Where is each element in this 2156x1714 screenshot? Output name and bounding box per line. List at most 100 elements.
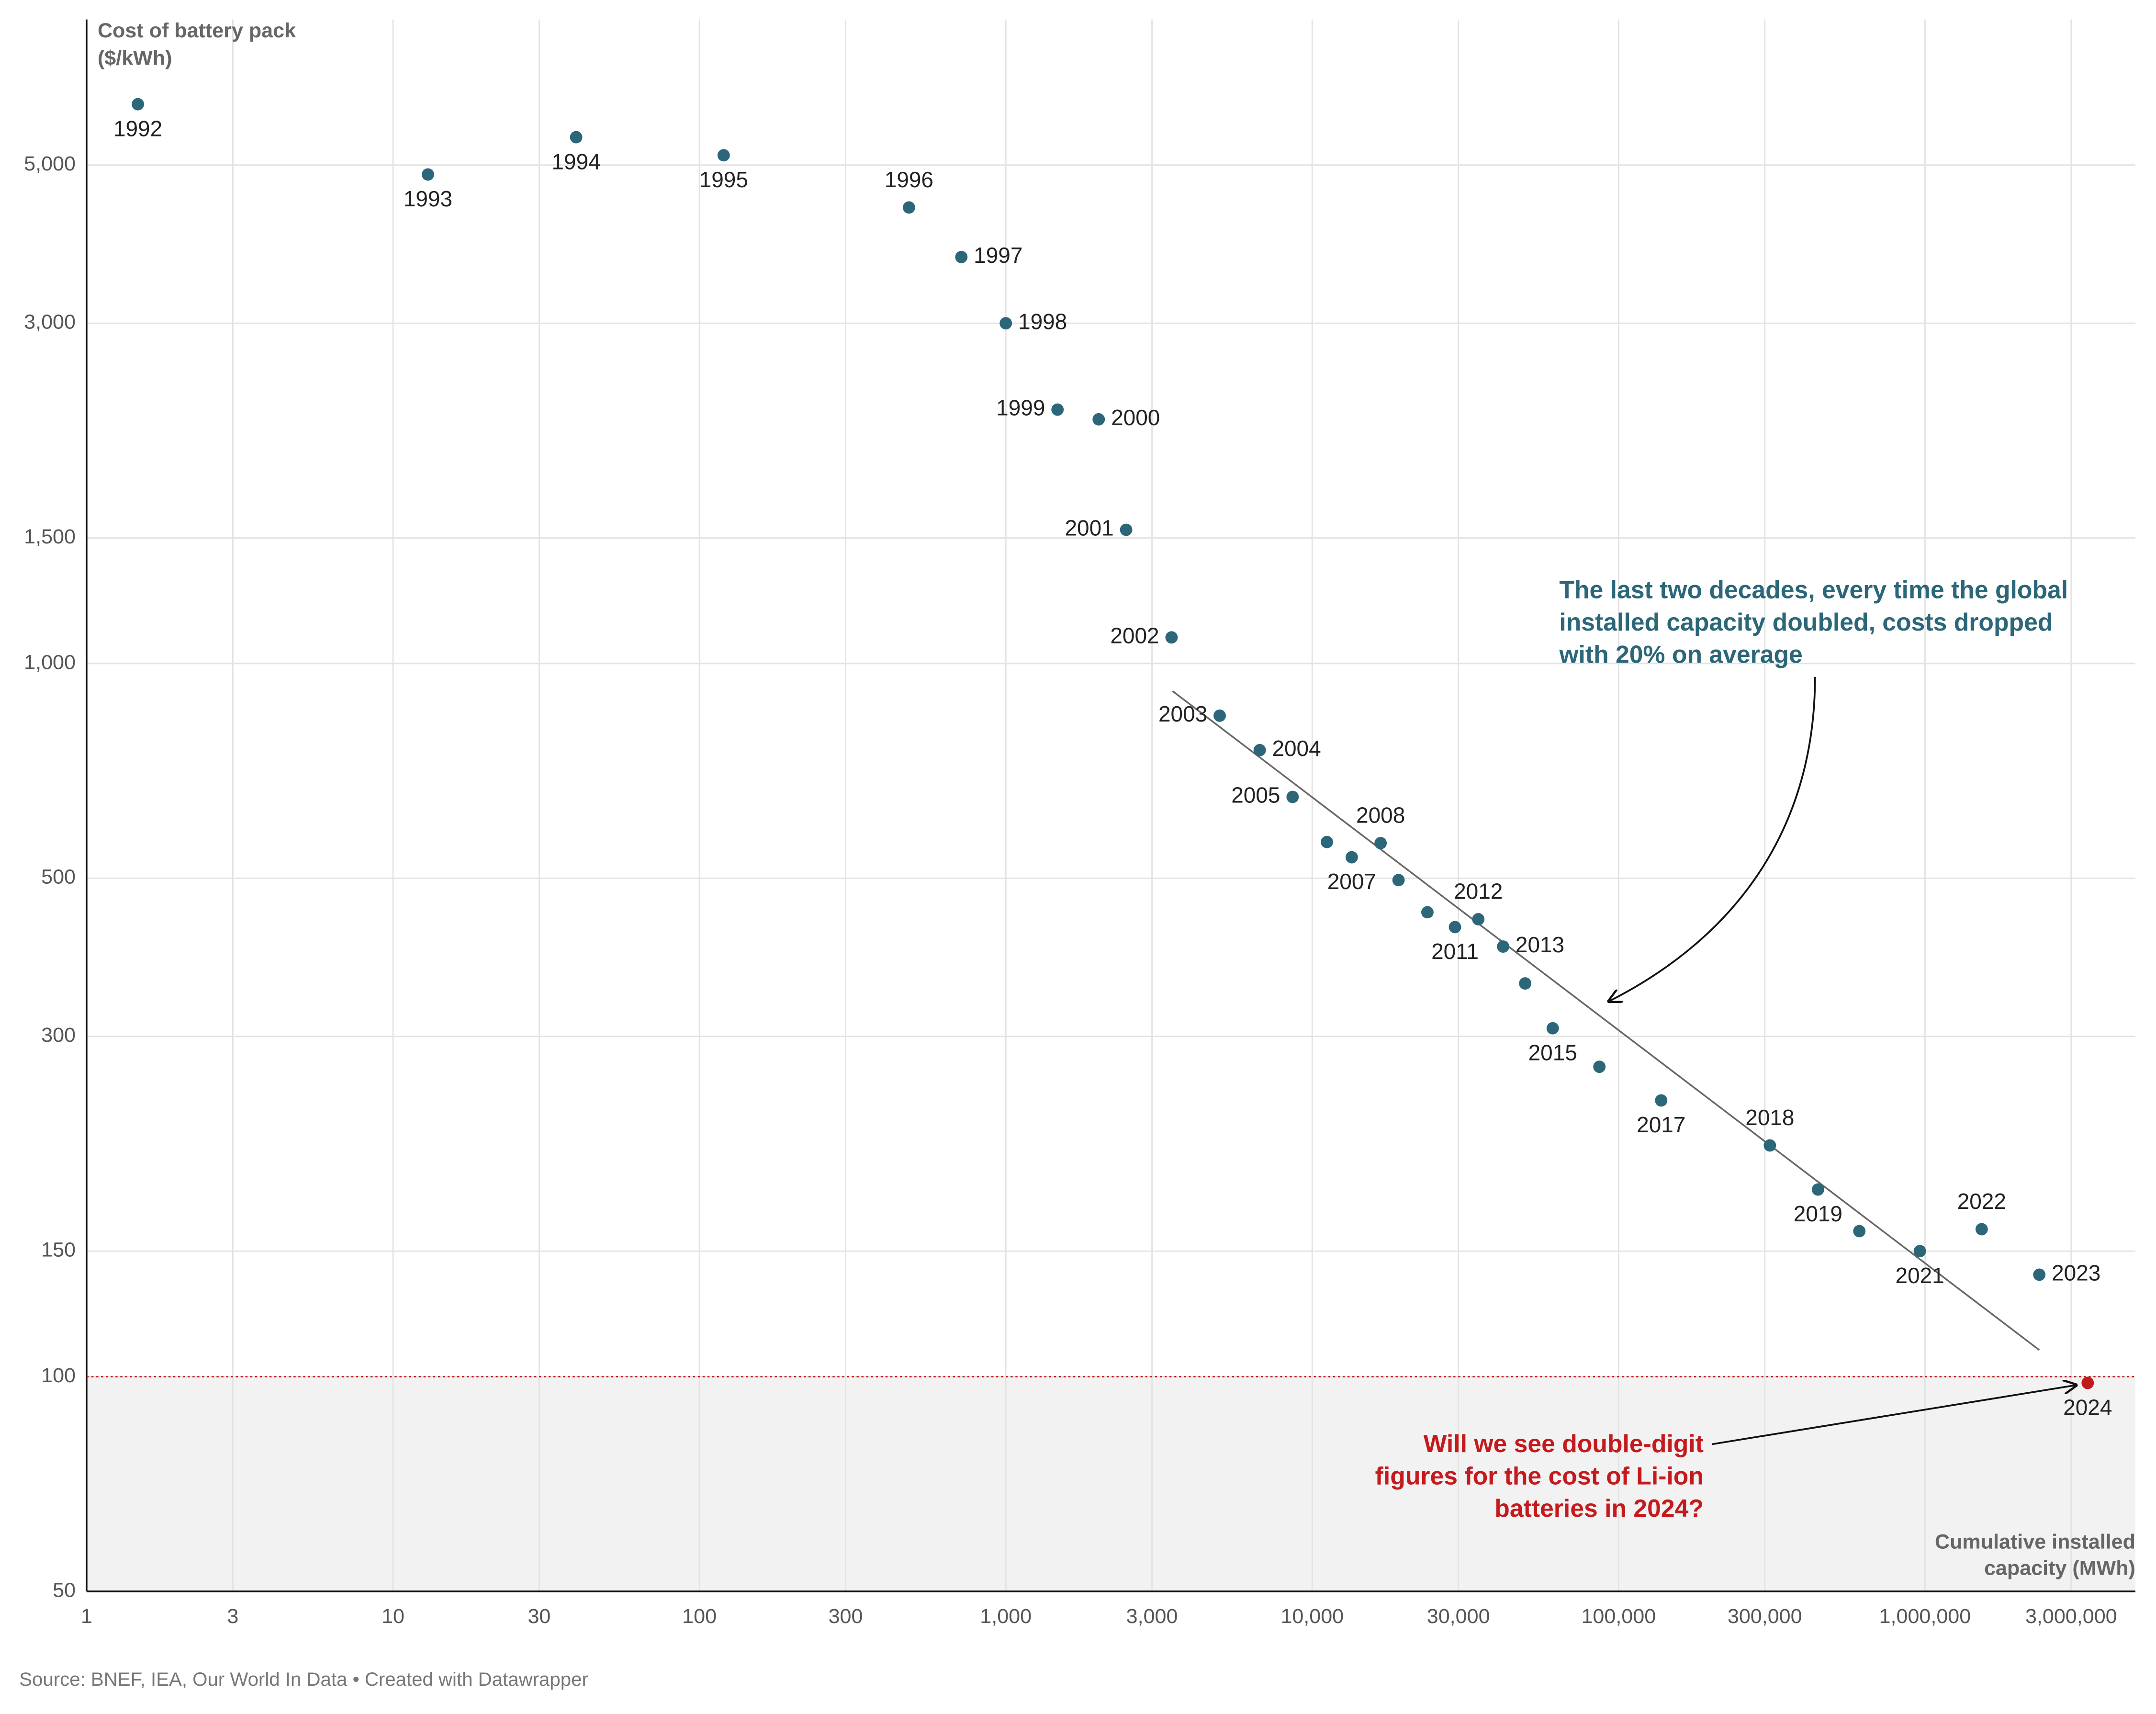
y-tick-label: 500 — [41, 866, 76, 889]
point-label: 2004 — [1272, 736, 1321, 761]
point-label: 2019 — [1794, 1201, 1842, 1226]
x-tick-label: 3,000,000 — [2025, 1605, 2117, 1628]
source: Source: BNEF, IEA, Our World In Data • C… — [19, 1669, 588, 1690]
x-tick-label: 300 — [829, 1605, 863, 1628]
point-label: 2021 — [1896, 1263, 1944, 1288]
point — [999, 317, 1012, 330]
annotation: installed capacity doubled, costs droppe… — [1559, 608, 2053, 636]
x-tick-label: 10,000 — [1280, 1605, 1344, 1628]
point — [1546, 1022, 1559, 1035]
y-tick-label: 300 — [41, 1024, 76, 1047]
annotation: Will we see double-digit — [1424, 1430, 1704, 1457]
point-label: 2018 — [1745, 1105, 1794, 1130]
point — [1321, 835, 1333, 848]
x-tick-label: 100,000 — [1581, 1605, 1656, 1628]
point-label: 2022 — [1957, 1189, 2006, 1214]
point-label: 2005 — [1231, 783, 1280, 808]
x-tick-label: 3,000 — [1126, 1605, 1178, 1628]
point — [1655, 1094, 1668, 1107]
x-tick-label: 30 — [528, 1605, 550, 1628]
point-label: 2002 — [1110, 623, 1159, 648]
point-label: 2011 — [1431, 939, 1479, 964]
point — [717, 149, 730, 162]
annotation-arrow — [1711, 1385, 2076, 1445]
point-label: 2008 — [1356, 803, 1405, 828]
y-tick-label: 1,500 — [24, 525, 76, 548]
point-label: 1997 — [974, 243, 1022, 268]
point-label: 1993 — [404, 186, 452, 211]
x-tick-label: 1,000 — [980, 1605, 1032, 1628]
point — [1392, 874, 1405, 887]
annotation: The last two decades, every time the glo… — [1559, 575, 2068, 603]
grid-layer — [86, 19, 2135, 1592]
point-label: 1992 — [113, 116, 162, 141]
point — [1120, 523, 1133, 536]
point — [1519, 977, 1532, 990]
x-tick-label: 10 — [382, 1605, 404, 1628]
point — [1472, 913, 1485, 925]
annotation: batteries in 2024? — [1494, 1494, 1704, 1522]
point — [1421, 906, 1434, 919]
point — [2033, 1268, 2046, 1281]
point — [1593, 1060, 1606, 1073]
x-tick-label: 1 — [81, 1605, 92, 1628]
point — [1286, 790, 1299, 803]
trend-line — [1172, 690, 2040, 1351]
point — [132, 98, 144, 111]
point-label: 1998 — [1018, 309, 1067, 334]
point — [1345, 851, 1358, 864]
point-label: 2024 — [2063, 1395, 2112, 1420]
point-label: 2017 — [1637, 1112, 1685, 1137]
x-tick-label: 100 — [682, 1605, 717, 1628]
point — [1449, 921, 1461, 934]
y-tick-label: 150 — [41, 1239, 76, 1262]
point — [1975, 1223, 1988, 1236]
point-label: 2012 — [1454, 879, 1503, 904]
point — [955, 250, 968, 263]
point — [902, 201, 915, 214]
point-label: 2003 — [1158, 701, 1207, 726]
y-axis-title: ($/kWh) — [98, 46, 172, 69]
point — [2081, 1376, 2094, 1389]
point — [1213, 709, 1226, 722]
point — [1811, 1183, 1824, 1196]
point — [1092, 413, 1105, 426]
x-tick-label: 3 — [227, 1605, 238, 1628]
point-label: 2023 — [2052, 1261, 2100, 1286]
y-axis-title: Cost of battery pack — [98, 19, 296, 42]
point — [1853, 1225, 1866, 1238]
x-axis-title: capacity (MWh) — [1984, 1556, 2135, 1579]
annotation-arrow — [1609, 677, 1816, 1002]
point — [1763, 1139, 1776, 1152]
background-layer — [86, 1376, 2135, 1591]
point-label: 1994 — [552, 149, 601, 174]
y-tick-label: 3,000 — [24, 311, 76, 334]
point-label: 1999 — [996, 395, 1045, 420]
point-label: 2000 — [1111, 405, 1160, 430]
x-tick-label: 300,000 — [1728, 1605, 1802, 1628]
point-label: 1995 — [699, 167, 748, 192]
y-tick-label: 50 — [53, 1579, 76, 1601]
point-label: 2001 — [1065, 516, 1113, 541]
y-tick-label: 5,000 — [24, 152, 76, 175]
point — [1913, 1245, 1926, 1258]
point — [422, 168, 434, 181]
point — [1253, 744, 1266, 756]
point-label: 2007 — [1327, 869, 1376, 894]
threshold-band — [86, 1376, 2135, 1591]
point — [1374, 837, 1387, 849]
x-axis-title: Cumulative installed — [1935, 1531, 2135, 1554]
annotation: figures for the cost of Li-ion — [1375, 1462, 1704, 1490]
x-tick-label: 30,000 — [1427, 1605, 1490, 1628]
y-tick-label: 100 — [41, 1364, 76, 1387]
point — [1051, 403, 1064, 416]
annotation: with 20% on average — [1559, 640, 1802, 668]
point — [1497, 940, 1509, 953]
y-tick-label: 1,000 — [24, 651, 76, 674]
plot-layer: 50 100 150 300 500 1,000 1,500 3,000 5,000 1 3 10 30… — [24, 98, 2135, 1628]
point-label: 2013 — [1516, 932, 1564, 957]
point-label: 2015 — [1528, 1040, 1577, 1065]
point — [570, 131, 583, 144]
